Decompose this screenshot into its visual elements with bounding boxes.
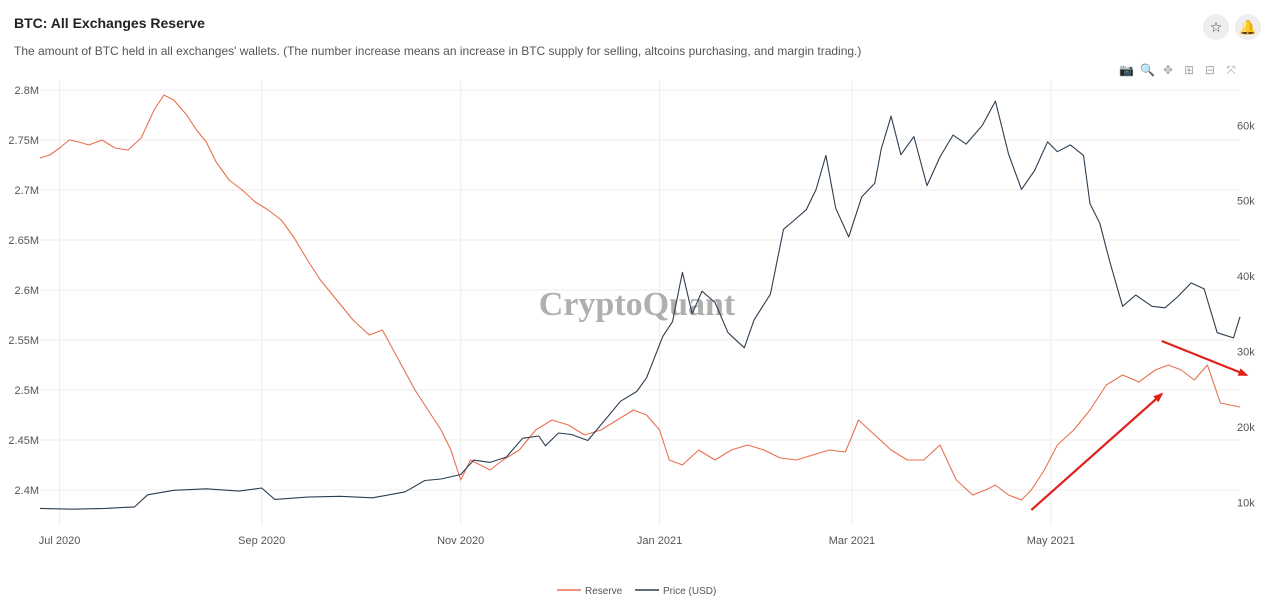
trend-arrow (1030, 392, 1164, 511)
star-icon[interactable]: ☆ (1203, 14, 1229, 40)
y-left-tick-label: 2.6M (15, 285, 39, 297)
chart-subtitle: The amount of BTC held in all exchanges'… (14, 44, 862, 58)
y-right-tick-label: 20k (1237, 422, 1255, 434)
x-tick-label: Mar 2021 (829, 535, 875, 547)
chart-toolbar: 📷 🔍 ✥ ⊞ ⊟ ⤧ (1119, 63, 1238, 77)
y-left-tick-label: 2.65M (8, 235, 39, 247)
y-left-tick-label: 2.4M (15, 485, 39, 497)
annotations (1030, 339, 1249, 511)
y-left-tick-label: 2.5M (15, 385, 39, 397)
bell-icon[interactable]: 🔔 (1235, 14, 1261, 40)
axes: Jul 2020 Sep 2020 Nov 2020 Jan 2021 Mar 2021… (8, 85, 1255, 547)
y-right-tick-label: 40k (1237, 271, 1255, 283)
price-line[interactable] (39, 100, 1241, 510)
x-tick-label: Jan 2021 (637, 535, 682, 547)
x-tick-label: Sep 2020 (238, 535, 285, 547)
legend-label: Reserve (585, 586, 623, 597)
series-layer (39, 94, 1241, 510)
reserve-line[interactable] (39, 94, 1241, 501)
legend-label: Price (USD) (663, 586, 716, 597)
grid (40, 80, 1240, 525)
y-left-tick-label: 2.75M (8, 135, 39, 147)
zoom-in-icon[interactable]: ⊞ (1183, 63, 1195, 77)
y-right-tick-label: 30k (1237, 347, 1255, 359)
y-left-tick-label: 2.45M (8, 435, 39, 447)
x-tick-label: May 2021 (1027, 535, 1075, 547)
zoom-icon[interactable]: 🔍 (1140, 63, 1155, 77)
x-tick-label: Jul 2020 (39, 535, 81, 547)
watermark: CryptoQuant (539, 286, 736, 323)
chart-title: BTC: All Exchanges Reserve (14, 15, 205, 31)
y-left-tick-label: 2.7M (15, 185, 39, 197)
autoscale-icon[interactable]: ⤧ (1226, 63, 1236, 77)
legend-reserve[interactable]: Reserve (557, 586, 623, 597)
y-left-tick-label: 2.55M (8, 335, 39, 347)
y-right-tick-label: 10k (1237, 497, 1255, 509)
legend-price[interactable]: Price (USD) (635, 586, 716, 597)
y-right-tick-label: 60k (1237, 120, 1255, 132)
x-tick-label: Nov 2020 (437, 535, 484, 547)
camera-icon[interactable]: 📷 (1119, 63, 1134, 77)
y-left-tick-label: 2.8M (15, 85, 39, 97)
trend-arrow (1161, 339, 1249, 377)
pan-icon[interactable]: ✥ (1162, 63, 1174, 77)
y-right-tick-label: 50k (1237, 196, 1255, 208)
legend: Reserve Price (USD) (557, 586, 716, 597)
zoom-out-icon[interactable]: ⊟ (1204, 63, 1216, 77)
